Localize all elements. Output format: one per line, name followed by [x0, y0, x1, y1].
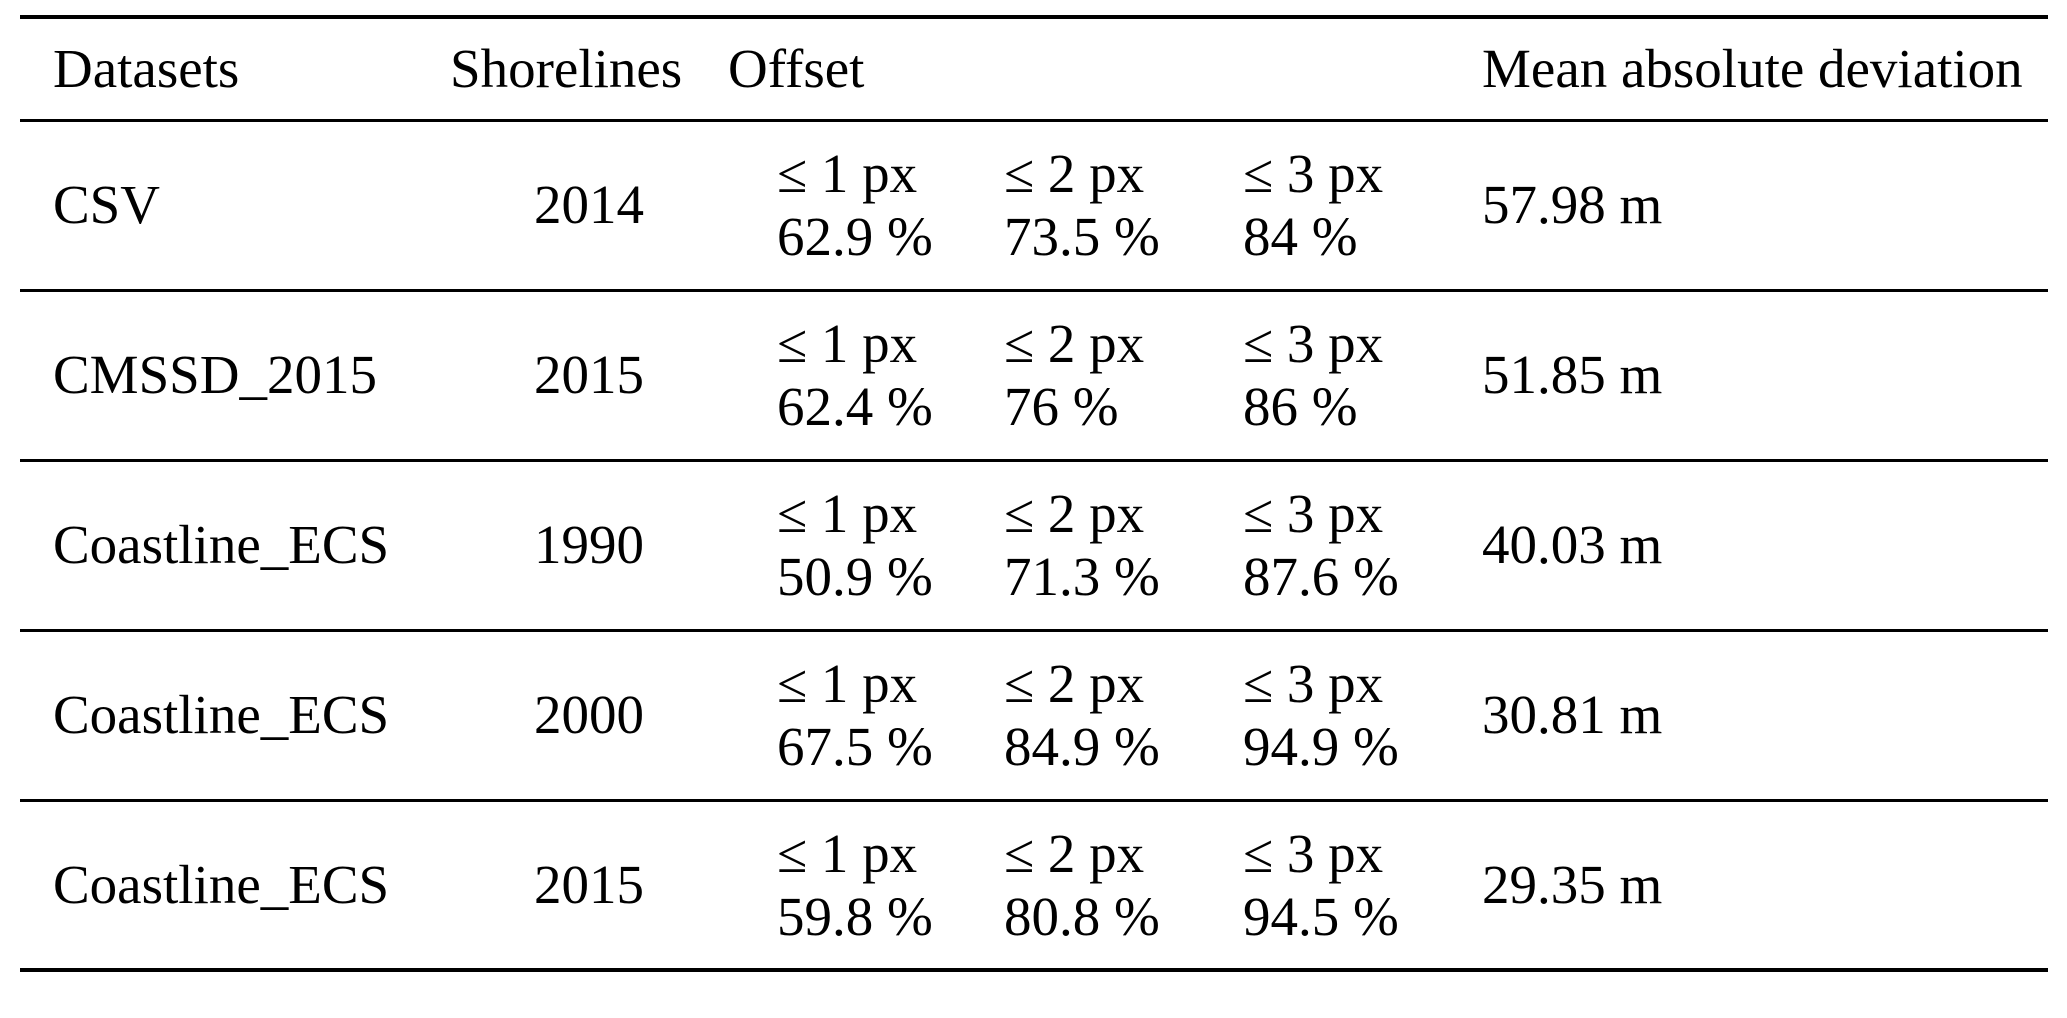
dataset-name-cell: Coastline_ECS — [53, 684, 390, 746]
column-header-offset: Offset — [728, 38, 865, 100]
offset-threshold-label: ≤ 3 px — [1243, 142, 1384, 204]
offset-percentage-value: 84.9 % — [1004, 716, 1160, 777]
shoreline-year-cell: 2014 — [534, 174, 644, 236]
offset-percentage-value: 86 % — [1243, 376, 1358, 437]
offset-threshold-label: ≤ 3 px — [1243, 822, 1384, 884]
offset-percentage-value: 50.9 % — [777, 546, 933, 607]
offset-threshold-label: ≤ 2 px — [1004, 312, 1145, 374]
offset-threshold-label: ≤ 1 px — [777, 652, 918, 714]
shoreline-year-cell: 2000 — [534, 684, 644, 746]
offset-percentage-value: 80.8 % — [1004, 885, 1160, 947]
column-header-datasets: Datasets — [53, 38, 240, 100]
offset-cell: ≤ 1 px 62.4 % — [728, 290, 955, 460]
offset-cell: ≤ 2 px 76 % — [955, 290, 1193, 460]
offset-threshold-label: ≤ 3 px — [1243, 312, 1384, 374]
offset-cell: ≤ 1 px 67.5 % — [728, 630, 955, 800]
offset-threshold-label: ≤ 1 px — [777, 142, 918, 204]
offset-percentage-value: 71.3 % — [1004, 546, 1160, 607]
dataset-name-cell: CSV — [53, 174, 160, 236]
column-header-shorelines: Shorelines — [450, 38, 683, 100]
offset-percentage-value: 67.5 % — [777, 716, 933, 777]
offset-cell: ≤ 1 px 59.8 % — [728, 800, 955, 970]
dataset-name-cell: CMSSD_2015 — [53, 344, 377, 406]
table-row: CMSSD_2015 2015 ≤ 1 px 62.4 % ≤ 2 px 76 … — [20, 290, 2048, 460]
offset-percentage-value: 76 % — [1004, 376, 1119, 437]
table-header: Datasets Shorelines Offset Mean absolute… — [20, 17, 2048, 120]
offset-percentage-value: 73.5 % — [1004, 206, 1160, 267]
table-row: Coastline_ECS 1990 ≤ 1 px 50.9 % ≤ 2 px … — [20, 460, 2048, 630]
shoreline-year-cell: 2015 — [534, 344, 644, 406]
offset-threshold-label: ≤ 1 px — [777, 482, 918, 544]
column-header-mad: Mean absolute deviation — [1482, 38, 2023, 100]
offset-threshold-label: ≤ 2 px — [1004, 652, 1145, 714]
offset-cell: ≤ 2 px 71.3 % — [955, 460, 1193, 630]
offset-threshold-label: ≤ 2 px — [1004, 142, 1145, 204]
table-row: Coastline_ECS 2015 ≤ 1 px 59.8 % ≤ 2 px … — [20, 800, 2048, 970]
offset-percentage-value: 62.9 % — [777, 206, 933, 267]
offset-cell: ≤ 3 px 94.5 % — [1193, 800, 1430, 970]
offset-threshold-label: ≤ 2 px — [1004, 822, 1145, 884]
mad-cell: 30.81 m — [1482, 684, 1663, 746]
offset-cell: ≤ 1 px 62.9 % — [728, 120, 955, 290]
offset-percentage-value: 87.6 % — [1243, 546, 1399, 607]
mad-cell: 29.35 m — [1482, 854, 1663, 916]
offset-cell: ≤ 3 px 87.6 % — [1193, 460, 1430, 630]
offset-threshold-label: ≤ 1 px — [777, 312, 918, 374]
offset-cell: ≤ 2 px 80.8 % — [955, 800, 1193, 970]
table-body: CSV 2014 ≤ 1 px 62.9 % ≤ 2 px 73.5 % ≤ 3… — [20, 120, 2048, 970]
offset-cell: ≤ 1 px 50.9 % — [728, 460, 955, 630]
offset-threshold-label: ≤ 2 px — [1004, 482, 1145, 544]
offset-percentage-value: 62.4 % — [777, 376, 933, 437]
offset-percentage-value: 94.9 % — [1243, 716, 1399, 777]
mad-cell: 40.03 m — [1482, 514, 1663, 576]
offset-percentage-value: 94.5 % — [1243, 885, 1399, 947]
offset-cell: ≤ 3 px 84 % — [1193, 120, 1430, 290]
dataset-name-cell: Coastline_ECS — [53, 514, 390, 576]
paper-table-page: Datasets Shorelines Offset Mean absolute… — [0, 15, 2067, 1018]
table-row: Coastline_ECS 2000 ≤ 1 px 67.5 % ≤ 2 px … — [20, 630, 2048, 800]
offset-threshold-label: ≤ 3 px — [1243, 482, 1384, 544]
offset-percentage-value: 84 % — [1243, 206, 1358, 267]
table-row: CSV 2014 ≤ 1 px 62.9 % ≤ 2 px 73.5 % ≤ 3… — [20, 120, 2048, 290]
offset-threshold-label: ≤ 3 px — [1243, 652, 1384, 714]
mad-cell: 57.98 m — [1482, 174, 1663, 236]
offset-cell: ≤ 2 px 73.5 % — [955, 120, 1193, 290]
dataset-name-cell: Coastline_ECS — [53, 854, 390, 916]
shoreline-year-cell: 1990 — [534, 514, 644, 576]
mad-cell: 51.85 m — [1482, 344, 1663, 406]
results-table: Datasets Shorelines Offset Mean absolute… — [20, 15, 2048, 972]
offset-cell: ≤ 3 px 94.9 % — [1193, 630, 1430, 800]
shoreline-year-cell: 2015 — [534, 854, 644, 916]
offset-percentage-value: 59.8 % — [777, 885, 933, 947]
offset-threshold-label: ≤ 1 px — [777, 822, 918, 884]
offset-cell: ≤ 3 px 86 % — [1193, 290, 1430, 460]
offset-cell: ≤ 2 px 84.9 % — [955, 630, 1193, 800]
table-header-row: Datasets Shorelines Offset Mean absolute… — [20, 17, 2048, 120]
